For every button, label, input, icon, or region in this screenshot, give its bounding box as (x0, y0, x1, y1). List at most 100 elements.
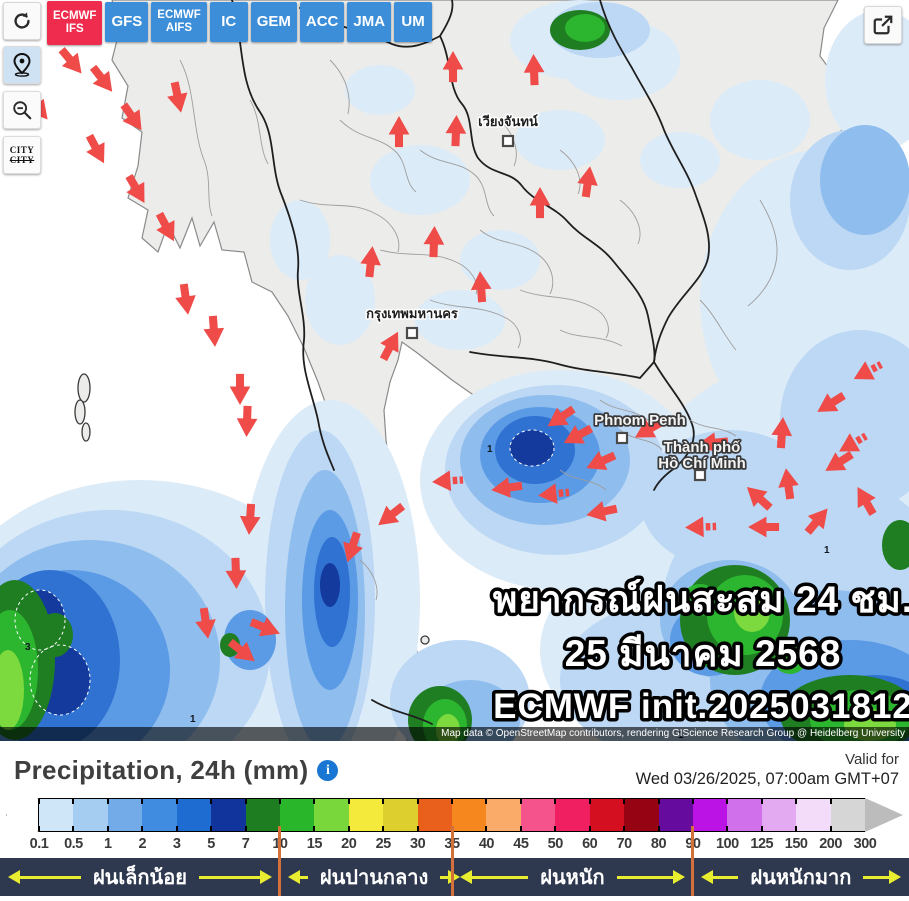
colorbar-segment (416, 799, 453, 831)
model-buttons: ECMWF IFS GFS ECMWF AIFS IC GEM ACC JMA … (47, 1, 433, 45)
wind-arrow-icon (379, 331, 399, 362)
rain-category-bar: ฝนเล็กน้อย ฝนปานกลาง ฝนหนัก ฝนหนักมาก (0, 858, 909, 896)
wind-arrow-icon (175, 283, 196, 315)
colorbar-tick-label: 125 (750, 836, 774, 852)
legend-title: Precipitation, 24h (mm) (14, 755, 309, 785)
contour-value: 1 (487, 444, 493, 455)
wind-arrow-icon (378, 502, 406, 526)
wind-arrow-icon (586, 451, 617, 471)
map-viewport[interactable]: เวียงจันทน์ กรุงเทพมหานคร Phnom Penh Thành … (0, 0, 909, 741)
city-marker-ho-chi-minh[interactable] (693, 468, 707, 482)
map-tools: CITY CITY (3, 46, 41, 174)
city-toggle-off-label: CITY (9, 155, 35, 165)
wind-arrow-icon (388, 116, 410, 148)
colorbar-segment (347, 799, 384, 831)
wind-arrow-icon (839, 432, 868, 452)
city-label-vientiane: เวียงจันทน์ (478, 114, 538, 129)
colorbar-segment (313, 799, 349, 831)
map-attribution: Map data © OpenStreetMap contributors, r… (0, 727, 909, 741)
colorbar-segment (588, 799, 625, 831)
share-button[interactable] (864, 6, 902, 44)
svg-text:25 มีนาคม 2568: 25 มีนาคม 2568 (565, 633, 842, 674)
model-button-gem[interactable]: GEM (250, 2, 297, 42)
colorbar-tick-label: 100 (715, 836, 739, 852)
colorbar-tick-label: 60 (582, 836, 598, 852)
colorbar-tick-label: 70 (616, 836, 633, 852)
colorbar-segment (623, 799, 659, 831)
wind-arrow-icon (423, 226, 445, 258)
category-moderate-rain: ฝนปานกลาง (280, 858, 461, 896)
wind-arrows (24, 47, 883, 662)
colorbar-tick-label: 40 (478, 836, 495, 852)
colorbar-segment (485, 799, 521, 831)
valid-time: Valid for Wed 03/26/2025, 07:00am GMT+07 (636, 751, 899, 789)
colorbar-tick-label: 20 (341, 836, 357, 852)
colorbar-tick-label: 300 (853, 836, 877, 852)
colorbar-tick-label: 1 (104, 836, 112, 852)
model-toolbar: ECMWF IFS GFS ECMWF AIFS IC GEM ACC JMA … (3, 1, 433, 45)
colorbar-segment (382, 799, 418, 831)
wind-arrow-icon (635, 418, 664, 438)
colorbar-tick-label: 25 (375, 836, 392, 852)
colorbar-ticks: 0.10.51235710152025303540455060708090100… (0, 833, 909, 857)
valid-label: Valid for (845, 751, 899, 768)
city-labels-toggle-button[interactable]: CITY CITY (3, 136, 41, 174)
wind-arrow-icon (491, 477, 523, 498)
model-button-gfs[interactable]: GFS (105, 2, 149, 42)
refresh-button[interactable] (3, 2, 41, 40)
contour-value: 1 (190, 714, 196, 725)
city-label-bangkok: กรุงเทพมหานคร (366, 306, 458, 322)
model-button-ecmwf-aifs[interactable]: ECMWF AIFS (151, 2, 207, 42)
colorbar-segment (141, 799, 177, 831)
wind-arrow-icon (432, 470, 464, 492)
colorbar-segment (451, 799, 487, 831)
wind-arrow-icon (195, 607, 216, 639)
wind-arrow-icon (538, 483, 570, 504)
category-divider (450, 826, 454, 896)
svg-text:พยากรณ์ฝนสะสม 24 ชม.: พยากรณ์ฝนสะสม 24 ชม. (493, 579, 909, 620)
wind-arrow-icon (685, 516, 717, 538)
refresh-icon (14, 12, 30, 29)
model-button-acc[interactable]: ACC (299, 2, 345, 42)
model-button-jma[interactable]: JMA (347, 2, 392, 42)
category-label: ฝนปานกลาง (319, 867, 429, 889)
category-label: ฝนหนักมาก (750, 867, 852, 889)
category-light-rain: ฝนเล็กน้อย (0, 858, 280, 896)
city-toggle-on-label: CITY (9, 144, 35, 155)
wind-arrow-icon (470, 271, 492, 303)
colorbar-segment (244, 799, 280, 831)
wind-arrow-icon (529, 187, 551, 219)
zoom-out-button[interactable] (3, 91, 41, 129)
city-marker-vientiane[interactable] (501, 134, 515, 148)
colorbar-tick-label: 3 (172, 836, 181, 852)
wind-arrow-icon (577, 166, 598, 198)
model-button-um[interactable]: UM (394, 2, 433, 42)
wind-arrow-icon (804, 508, 828, 535)
colorbar-tick-label: 0.1 (29, 836, 49, 852)
svg-text:ECMWF init.2025031812: ECMWF init.2025031812 (493, 687, 909, 726)
location-button[interactable] (3, 46, 41, 84)
city-marker-bangkok[interactable] (405, 326, 419, 340)
colorbar-segment (795, 799, 831, 831)
wind-arrow-icon (825, 451, 854, 471)
wind-arrow-icon (771, 417, 793, 449)
category-divider (278, 826, 282, 896)
model-button-ecmwf-ifs[interactable]: ECMWF IFS (47, 1, 103, 45)
wind-arrow-icon (227, 638, 255, 662)
wind-arrow-icon (85, 133, 105, 164)
wind-arrow-icon (778, 468, 799, 500)
map-title: พยากรณ์ฝนสะสม 24 ชม. 25 มีนาคม 2568 ECMW… (489, 576, 909, 730)
zoom-out-icon (13, 101, 32, 120)
contour-value: 3 (25, 642, 31, 653)
wind-arrow-icon (249, 617, 280, 637)
wind-arrow-icon (445, 115, 467, 147)
colorbar-segment (106, 799, 143, 831)
city-label-phnom-penh: Phnom Penh (594, 412, 686, 429)
wind-arrow-icon (853, 361, 883, 380)
weather-map[interactable]: เวียงจันทน์กรุงเทพมหานคร Phnom Penh Thành … (0, 0, 909, 741)
colorbar-tick-label: 150 (784, 836, 808, 852)
model-button-ic[interactable]: IC (209, 2, 248, 42)
city-marker-phnom-penh[interactable] (615, 431, 629, 445)
info-icon[interactable]: i (317, 760, 339, 781)
